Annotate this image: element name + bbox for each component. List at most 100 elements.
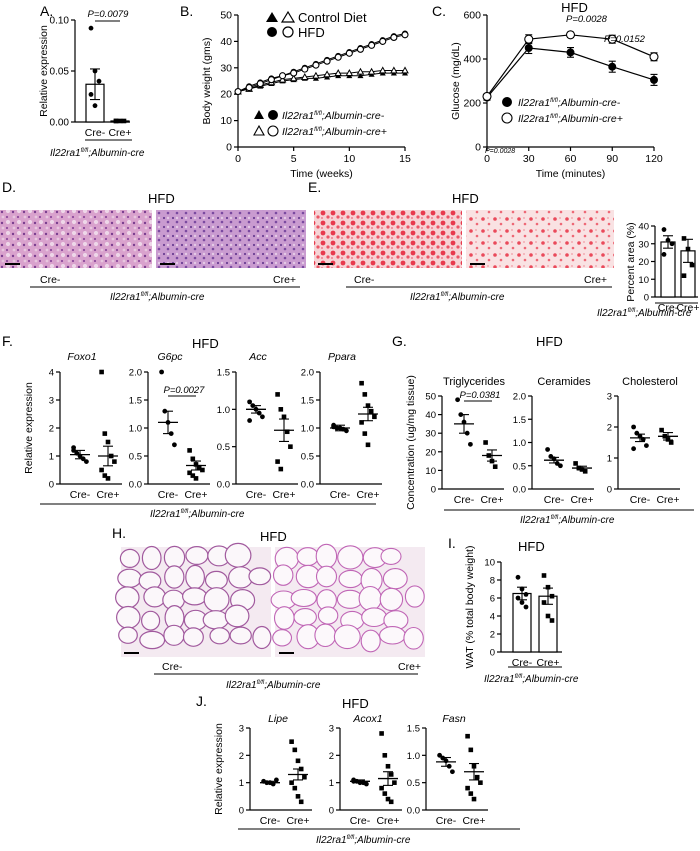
panel-e-bar-genotype: Il22ra1fl/fl;Albumin-cre [597,308,692,319]
y-tick-label: 1.5 [513,415,526,426]
data-point [267,76,275,84]
histology-wat-cre-plus [270,543,425,657]
legend-triangle-filled-icon [266,12,278,22]
y-tick-label: 2.0 [513,392,526,403]
panel-i-genotype: Il22ra1fl/fl;Albumin-cre [484,674,579,685]
data-point [234,88,242,96]
data-point [187,448,192,453]
panel-letter-e: E. [308,179,321,195]
y-tick-label: 4 [490,612,495,623]
data-point [519,586,525,592]
panel-h-title: HFD [260,529,287,544]
y-tick-label: 1.0 [407,751,420,762]
x-tick-label: Cre+ [184,489,207,501]
gene-label: Fasn [442,713,466,725]
data-point [631,424,636,430]
y-tick-label: 0.00 [50,118,70,129]
x-tick-label: Cre- [246,489,267,501]
y-axis-label: WAT (% total body weight) [464,546,476,669]
legend-circle-open-icon [282,26,294,38]
y-tick-label: 1.0 [513,438,526,449]
y-axis-label: Concentration (ug/mg tissue) [405,375,417,510]
data-point [298,799,304,805]
legend-circle-filled-icon [267,27,277,37]
p-value: P=0.0079 [88,9,130,20]
y-axis-label: Relative expression [23,382,35,474]
y-axis-label: Glucose (mg/dL) [450,42,462,120]
data-point [365,442,371,448]
y-tick-label: 0 [490,648,495,659]
y-tick-label: 2 [490,630,495,641]
data-point [566,48,575,57]
adipocyte [252,625,272,650]
panel-b-genotype-plus: Il22ra1fl/fl;Albumin-cre+ [282,126,387,138]
y-tick-label: 1.5 [217,368,230,379]
panel-j-title: HFD [342,696,369,711]
data-point [545,584,551,590]
adipocyte [382,568,408,590]
adipocyte [358,585,382,612]
y-tick-label: 6 [490,594,495,605]
x-tick-label: 90 [606,153,618,165]
panel-f-genotype: Il22ra1fl/fl;Albumin-cre [150,509,245,520]
data-point [312,71,320,79]
data-point [71,445,76,450]
y-tick-label: 1.5 [301,396,314,407]
data-point [515,574,521,580]
x-tick-label: Cre- [70,489,91,501]
data-point [300,73,309,80]
adipocyte [185,545,209,565]
y-tick-label: 1.0 [217,405,230,416]
data-point [292,747,298,753]
data-point [390,66,398,74]
data-point [681,236,687,241]
p-value: P=0.0028 [566,14,608,25]
data-point [88,25,94,31]
data-point [247,418,253,423]
y-tick-label: 1 [607,454,612,465]
data-point [292,785,298,791]
adipocyte [290,588,317,608]
panel-letter-f: F. [2,333,13,349]
adipocyte [143,586,167,608]
panel-letter-a: A. [40,3,53,19]
histology-he-cre-plus [156,210,306,268]
y-tick-label: 20 [220,89,232,101]
data-point [278,466,284,472]
data-point [359,380,364,386]
y-tick-label: 0.0 [301,480,314,491]
adipocyte [379,626,406,645]
data-point [289,74,298,82]
adipocyte [403,626,424,650]
legend-triangle-open-icon [280,10,296,23]
y-tick-label: 0 [239,806,244,817]
adipocyte [360,629,381,653]
y-tick-label: 3 [49,396,54,407]
y-tick-label: 10 [220,115,232,127]
data-point [565,30,576,40]
data-point [102,473,108,478]
data-point [260,414,265,420]
gene-label: Acox1 [352,713,382,725]
data-point [668,440,674,445]
y-tick-label: 10 [425,466,436,477]
data-point [492,464,498,469]
data-point [284,429,290,435]
data-point [388,772,394,777]
x-tick-label: Cre+ [676,302,699,314]
y-tick-label: 3 [329,724,334,735]
gene-label: Foxo1 [67,351,96,363]
y-tick-label: 3 [607,392,612,403]
adipocyte [337,545,364,570]
panel-d-cre-minus: Cre- [40,274,61,286]
x-tick-label: Cre- [454,494,475,506]
adipocyte [224,542,252,568]
data-point [685,246,691,252]
data-point [608,62,617,71]
series-line [237,69,405,93]
x-tick-label: 30 [523,153,535,165]
series-line [237,32,406,93]
y-tick-label: 1.5 [407,724,420,735]
